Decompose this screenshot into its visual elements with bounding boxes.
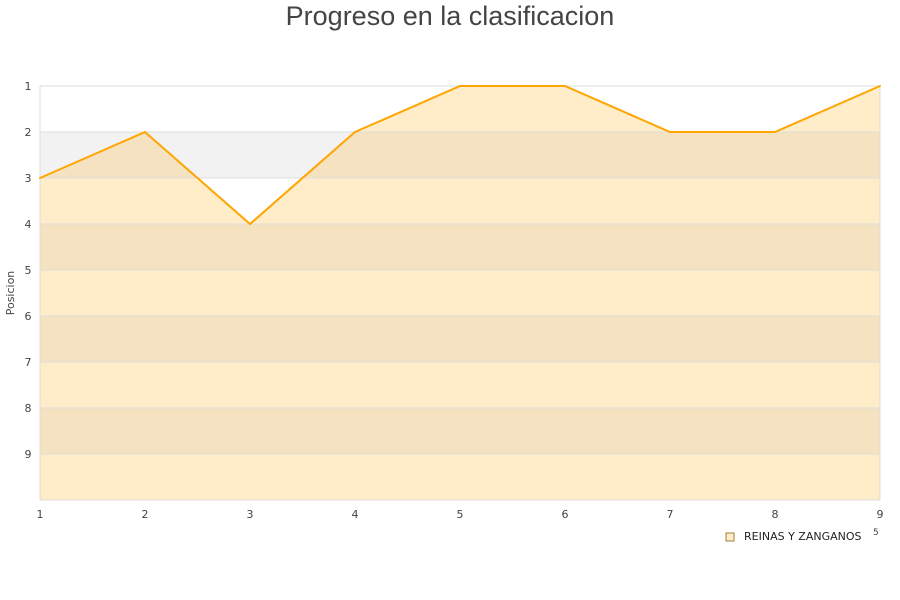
x-tick-label: 9: [877, 508, 884, 521]
legend-swatch[interactable]: [725, 532, 735, 542]
x-tick-label: 3: [247, 508, 254, 521]
x-tick-label: 5: [457, 508, 464, 521]
data-point: [774, 131, 776, 133]
data-point: [249, 223, 251, 225]
data-point: [669, 131, 671, 133]
fill-band: [40, 316, 880, 362]
y-tick-label: 2: [25, 126, 32, 139]
y-tick-label: 6: [25, 310, 32, 323]
x-tick-label: 8: [772, 508, 779, 521]
chart-title: Progreso en la clasificacion: [285, 1, 615, 31]
x-tick-label: 6: [562, 508, 569, 521]
data-point: [879, 85, 881, 87]
y-tick-label: 5: [25, 264, 32, 277]
fill-band: [40, 178, 880, 224]
legend-extra: 5: [873, 528, 879, 538]
data-point: [564, 85, 566, 87]
y-tick-label: 1: [25, 80, 32, 93]
fill-band: [40, 362, 880, 408]
fill-band: [40, 270, 880, 316]
data-point: [354, 131, 356, 133]
y-tick-label: 4: [25, 218, 32, 231]
data-point: [459, 85, 461, 87]
y-tick-label: 9: [25, 448, 32, 461]
fill-band: [40, 224, 880, 270]
legend-label[interactable]: REINAS Y ZANGANOS: [744, 530, 862, 543]
x-tick-label: 7: [667, 508, 674, 521]
fill-band: [40, 408, 880, 454]
data-point: [144, 131, 146, 133]
x-tick-label: 4: [352, 508, 359, 521]
y-tick-label: 7: [25, 356, 32, 369]
y-tick-label: 8: [25, 402, 32, 415]
y-axis-label: Posicion: [4, 271, 17, 316]
y-tick-label: 3: [25, 172, 32, 185]
data-point: [39, 177, 41, 179]
x-tick-label: 2: [142, 508, 149, 521]
fill-band: [40, 454, 880, 500]
x-tick-label: 1: [37, 508, 44, 521]
